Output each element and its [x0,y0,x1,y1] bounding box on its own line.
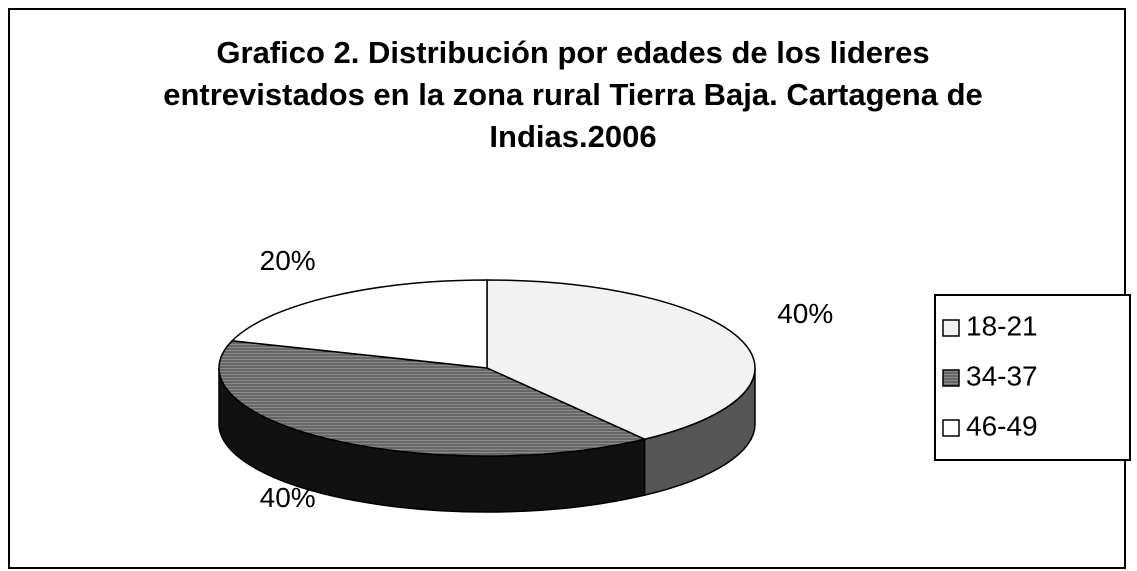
pie-slice [486,279,756,440]
legend-swatch [942,419,960,437]
pie-slice [230,279,488,369]
legend-box [934,294,1131,461]
data-label: 40% [260,482,316,513]
data-label: 40% [777,298,833,329]
pie-slice [218,340,647,457]
chart-title: Grafico 2. Distribución por edades de lo… [163,35,983,154]
legend-label: 18-21 [966,310,1038,341]
legend-label: 34-37 [966,360,1038,391]
chart-frame [8,8,1126,569]
legend-label: 46-49 [966,410,1038,441]
data-label: 20% [260,245,316,276]
legend-swatch [942,369,960,387]
legend-swatch [942,319,960,337]
